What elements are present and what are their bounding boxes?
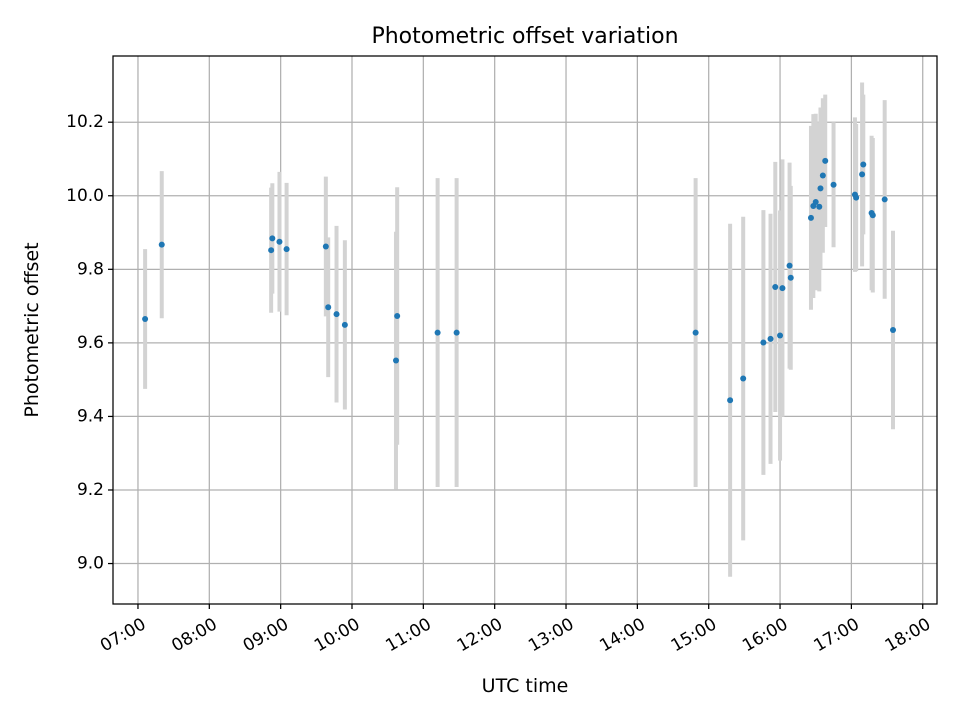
data-point xyxy=(830,181,837,188)
data-points xyxy=(142,157,897,404)
y-tick-label: 10.0 xyxy=(66,186,104,206)
data-point xyxy=(333,311,340,318)
data-point xyxy=(817,185,824,192)
data-point xyxy=(392,357,399,364)
data-point xyxy=(890,327,897,333)
data-point xyxy=(779,285,786,292)
data-point xyxy=(276,238,283,245)
data-point xyxy=(727,397,734,404)
data-point xyxy=(859,171,866,178)
data-point xyxy=(772,283,779,290)
data-point xyxy=(760,339,767,346)
data-point xyxy=(692,329,699,336)
y-axis-label: Photometric offset xyxy=(21,242,43,417)
data-point xyxy=(283,246,290,253)
data-point xyxy=(807,214,814,221)
data-point xyxy=(394,313,401,320)
data-point xyxy=(786,262,793,269)
data-point xyxy=(853,194,860,201)
data-point xyxy=(816,203,823,210)
y-tick-label: 9.8 xyxy=(77,259,104,279)
x-axis-label: UTC time xyxy=(482,675,569,697)
data-point xyxy=(269,235,276,242)
data-point xyxy=(268,247,275,254)
data-point xyxy=(325,304,332,311)
data-point xyxy=(322,243,329,250)
data-point xyxy=(881,196,888,203)
data-point xyxy=(812,199,819,206)
data-point xyxy=(341,321,348,328)
data-point xyxy=(777,332,784,339)
y-tick-label: 9.4 xyxy=(77,406,104,426)
y-tick-label: 10.2 xyxy=(66,112,104,132)
data-point xyxy=(822,157,829,164)
data-point xyxy=(740,375,747,382)
data-point xyxy=(434,329,441,336)
data-point xyxy=(869,212,876,219)
y-tick-label: 9.2 xyxy=(77,480,104,500)
y-tick-label: 9.6 xyxy=(77,333,104,353)
plot-frame xyxy=(112,55,938,605)
data-point xyxy=(767,335,774,342)
chart-title: Photometric offset variation xyxy=(371,24,678,49)
data-point xyxy=(819,172,826,179)
y-tick-label: 9.0 xyxy=(77,554,104,574)
data-point xyxy=(158,241,165,248)
data-point xyxy=(860,161,867,168)
data-point xyxy=(142,315,149,322)
data-point xyxy=(453,329,460,336)
data-point xyxy=(787,274,794,281)
